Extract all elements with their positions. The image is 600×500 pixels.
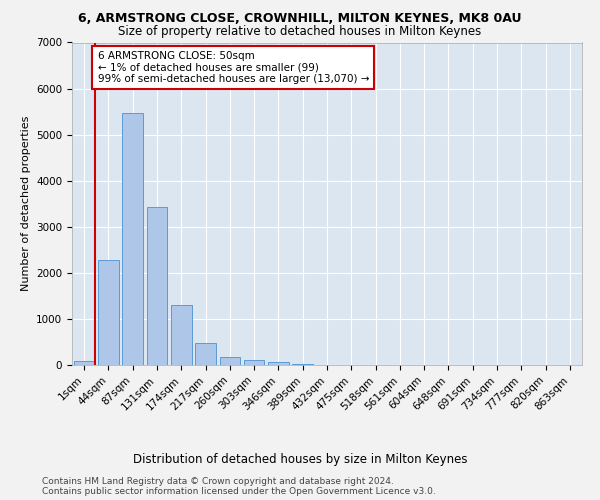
Y-axis label: Number of detached properties: Number of detached properties bbox=[20, 116, 31, 292]
Bar bbox=[268, 362, 289, 365]
Bar bbox=[98, 260, 119, 365]
Text: Distribution of detached houses by size in Milton Keynes: Distribution of detached houses by size … bbox=[133, 452, 467, 466]
Bar bbox=[146, 207, 167, 365]
Text: Contains public sector information licensed under the Open Government Licence v3: Contains public sector information licen… bbox=[42, 488, 436, 496]
Bar bbox=[122, 114, 143, 365]
Bar bbox=[220, 357, 240, 365]
Bar bbox=[292, 364, 313, 365]
Bar bbox=[74, 362, 94, 365]
Text: 6 ARMSTRONG CLOSE: 50sqm
← 1% of detached houses are smaller (99)
99% of semi-de: 6 ARMSTRONG CLOSE: 50sqm ← 1% of detache… bbox=[97, 51, 369, 84]
Text: Contains HM Land Registry data © Crown copyright and database right 2024.: Contains HM Land Registry data © Crown c… bbox=[42, 478, 394, 486]
Bar bbox=[171, 304, 191, 365]
Text: 6, ARMSTRONG CLOSE, CROWNHILL, MILTON KEYNES, MK8 0AU: 6, ARMSTRONG CLOSE, CROWNHILL, MILTON KE… bbox=[78, 12, 522, 26]
Bar bbox=[195, 343, 216, 365]
Bar bbox=[244, 360, 265, 365]
Text: Size of property relative to detached houses in Milton Keynes: Size of property relative to detached ho… bbox=[118, 25, 482, 38]
